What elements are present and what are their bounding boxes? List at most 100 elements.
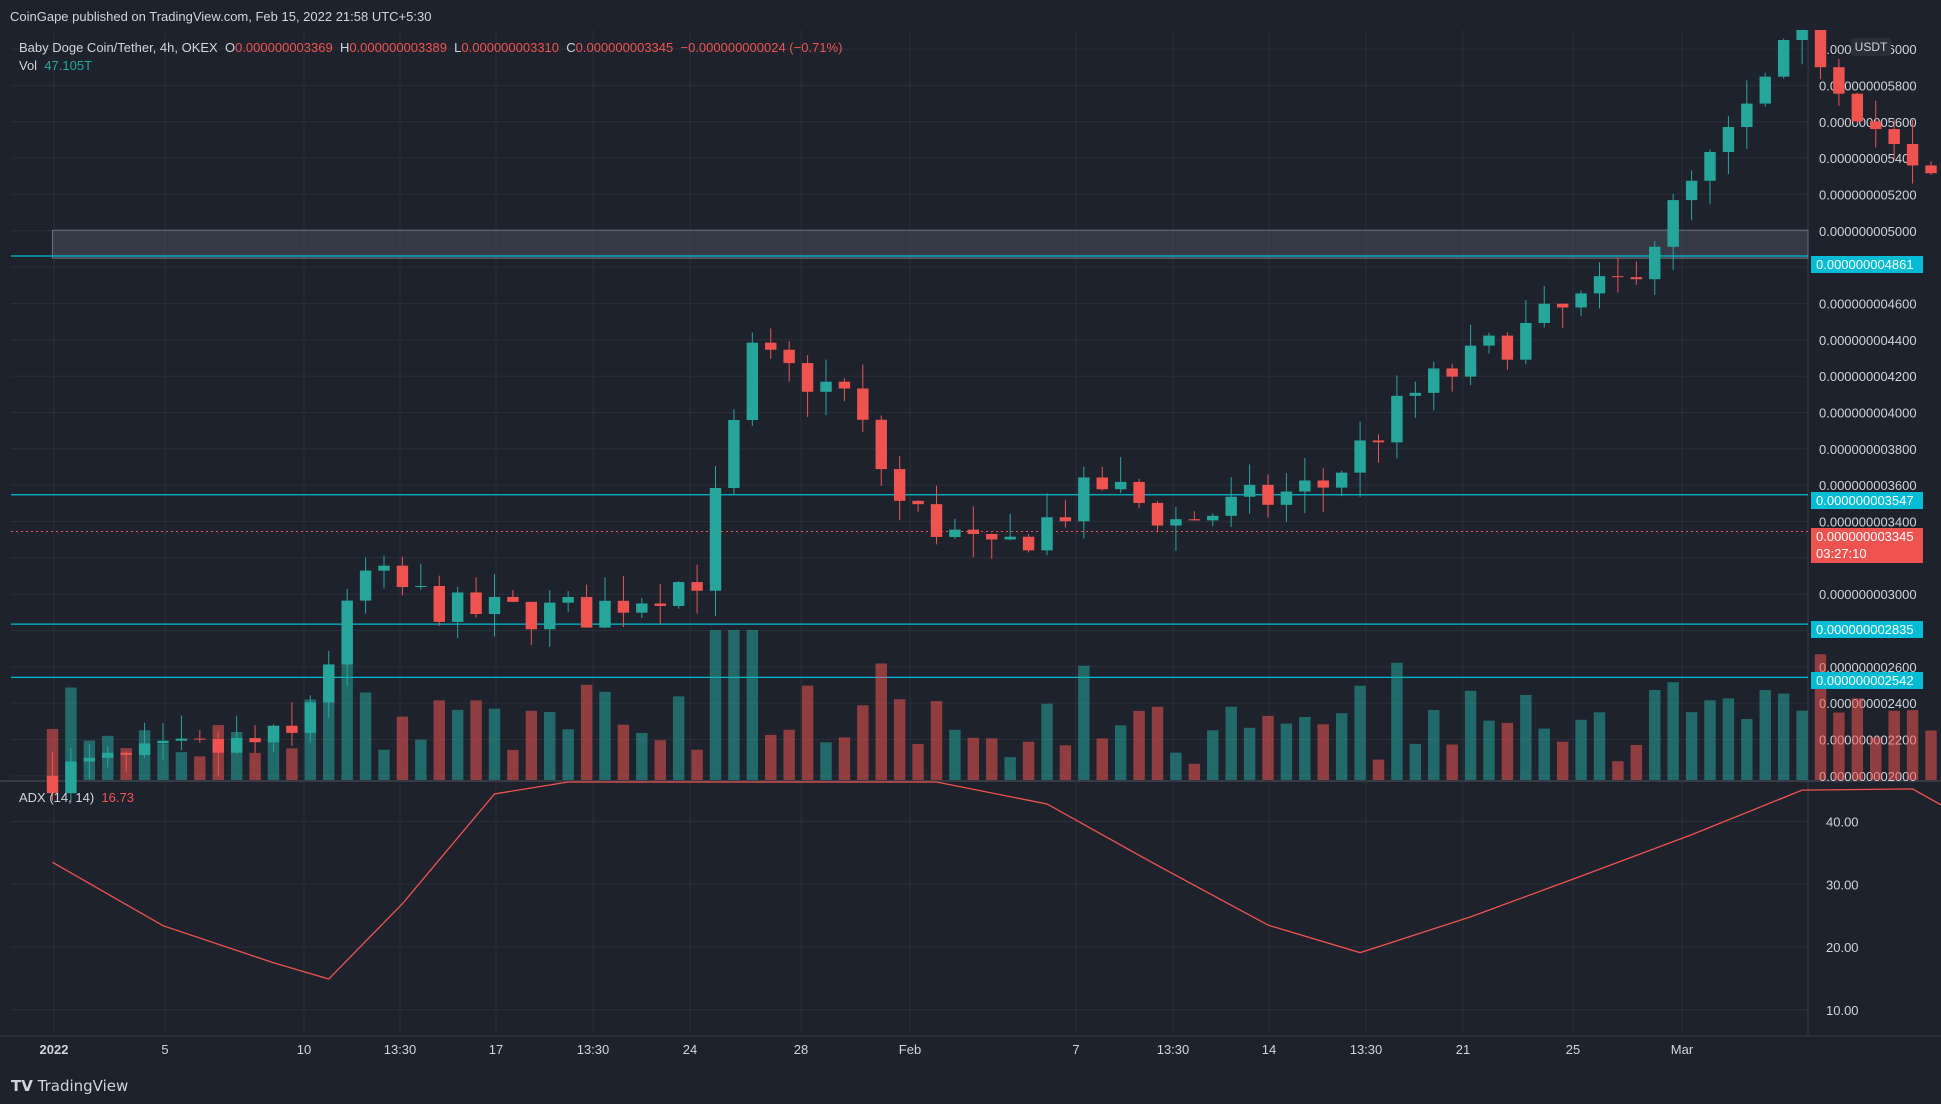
candle-body[interactable] bbox=[1851, 93, 1864, 122]
candle-body[interactable] bbox=[986, 533, 998, 540]
candle-body[interactable] bbox=[1280, 491, 1293, 505]
candle-body[interactable] bbox=[820, 381, 832, 392]
candle-body[interactable] bbox=[1925, 165, 1937, 174]
supply-zone[interactable] bbox=[52, 229, 1809, 259]
candle-body[interactable] bbox=[728, 420, 740, 488]
candle-body[interactable] bbox=[1593, 276, 1606, 294]
adx-line[interactable] bbox=[52, 781, 1941, 1004]
candle-body[interactable] bbox=[433, 585, 445, 622]
candle-body[interactable] bbox=[1133, 481, 1145, 503]
candle-body[interactable] bbox=[1207, 515, 1219, 521]
candle-body[interactable] bbox=[1888, 129, 1900, 145]
candle-body[interactable] bbox=[765, 342, 777, 350]
candle-body[interactable] bbox=[1151, 502, 1164, 526]
candle-body[interactable] bbox=[1833, 67, 1845, 94]
candle-body[interactable] bbox=[1059, 517, 1072, 522]
candle-body[interactable] bbox=[157, 740, 169, 744]
candle-body[interactable] bbox=[1777, 39, 1790, 77]
candle-body[interactable] bbox=[838, 381, 851, 389]
candle-body[interactable] bbox=[1446, 368, 1458, 377]
candle-body[interactable] bbox=[1814, 13, 1827, 68]
candle-body[interactable] bbox=[175, 738, 188, 741]
candle-body[interactable] bbox=[617, 600, 630, 613]
candle-body[interactable] bbox=[1741, 103, 1753, 128]
candle-body[interactable] bbox=[801, 363, 814, 392]
candle-body[interactable] bbox=[249, 738, 261, 743]
candle-body[interactable] bbox=[1188, 519, 1201, 521]
candle-body[interactable] bbox=[451, 592, 464, 622]
volume-label[interactable]: Vol bbox=[19, 58, 38, 73]
candle-body[interactable] bbox=[1722, 127, 1735, 152]
candle-body[interactable] bbox=[636, 603, 648, 613]
candle-body[interactable] bbox=[1520, 322, 1532, 360]
candle-body[interactable] bbox=[580, 597, 593, 628]
candle-body[interactable] bbox=[1685, 180, 1698, 201]
candle-body[interactable] bbox=[1409, 392, 1422, 396]
candle-body[interactable] bbox=[396, 565, 409, 588]
candle-body[interactable] bbox=[488, 596, 501, 615]
candle-body[interactable] bbox=[562, 597, 574, 603]
candle-body[interactable] bbox=[1538, 303, 1550, 323]
candle-body[interactable] bbox=[783, 349, 795, 364]
candle-body[interactable] bbox=[746, 342, 759, 421]
candle-body[interactable] bbox=[359, 570, 372, 601]
candle-body[interactable] bbox=[1391, 395, 1403, 443]
candle-body[interactable] bbox=[507, 596, 519, 602]
candle-body[interactable] bbox=[1575, 293, 1587, 308]
symbol-title[interactable]: Baby Doge Coin/Tether, 4h, OKEX bbox=[19, 40, 218, 55]
candle-body[interactable] bbox=[1870, 121, 1882, 130]
candle-body[interactable] bbox=[194, 738, 206, 740]
adx-label[interactable]: ADX (14, 14) bbox=[19, 790, 95, 805]
currency-badge[interactable]: USDT bbox=[1851, 38, 1891, 56]
candle-body[interactable] bbox=[341, 600, 353, 665]
candle-body[interactable] bbox=[1317, 480, 1329, 488]
candle-body[interactable] bbox=[1041, 517, 1053, 551]
candle-body[interactable] bbox=[1759, 76, 1771, 104]
candle-body[interactable] bbox=[1096, 477, 1108, 490]
candle-body[interactable] bbox=[286, 725, 298, 733]
candle-body[interactable] bbox=[1649, 246, 1661, 280]
candle-body[interactable] bbox=[654, 603, 666, 606]
candle-body[interactable] bbox=[544, 602, 556, 630]
candle-body[interactable] bbox=[1704, 151, 1716, 181]
candle-body[interactable] bbox=[1906, 144, 1919, 166]
candle-body[interactable] bbox=[949, 529, 961, 537]
candle-body[interactable] bbox=[46, 775, 59, 794]
candle-body[interactable] bbox=[378, 565, 390, 571]
candle-body[interactable] bbox=[912, 500, 924, 505]
candle-body[interactable] bbox=[930, 504, 943, 537]
candle-body[interactable] bbox=[1335, 472, 1348, 488]
candle-body[interactable] bbox=[875, 419, 887, 470]
candle-body[interactable] bbox=[1667, 200, 1679, 247]
tradingview-logo[interactable]: TV TradingView bbox=[11, 1077, 129, 1095]
candle-body[interactable] bbox=[709, 487, 722, 591]
candle-body[interactable] bbox=[525, 601, 538, 630]
candle-body[interactable] bbox=[323, 664, 335, 703]
candle-body[interactable] bbox=[1299, 480, 1311, 492]
candle-body[interactable] bbox=[1501, 335, 1514, 360]
candle-body[interactable] bbox=[857, 388, 869, 420]
candle-body[interactable] bbox=[691, 582, 703, 591]
candle-body[interactable] bbox=[1464, 345, 1477, 377]
candle-body[interactable] bbox=[1354, 440, 1366, 473]
candle-body[interactable] bbox=[1114, 481, 1127, 490]
candle-body[interactable] bbox=[1262, 484, 1274, 505]
candle-body[interactable] bbox=[599, 600, 611, 628]
candle-body[interactable] bbox=[1170, 519, 1182, 526]
candle-body[interactable] bbox=[1078, 477, 1090, 522]
candle-body[interactable] bbox=[672, 582, 685, 606]
candle-body[interactable] bbox=[1243, 484, 1256, 497]
candle-body[interactable] bbox=[893, 469, 906, 501]
candle-body[interactable] bbox=[1612, 276, 1624, 278]
candle-body[interactable] bbox=[1483, 335, 1495, 346]
candle-body[interactable] bbox=[1022, 536, 1035, 551]
candle-body[interactable] bbox=[1630, 277, 1643, 280]
candle-body[interactable] bbox=[1004, 536, 1016, 540]
candle-body[interactable] bbox=[1556, 303, 1569, 308]
candle-body[interactable] bbox=[1225, 496, 1237, 516]
candle-body[interactable] bbox=[1428, 368, 1440, 393]
candle-body[interactable] bbox=[1372, 440, 1385, 443]
candle-body[interactable] bbox=[967, 529, 980, 534]
candle-body[interactable] bbox=[470, 592, 482, 615]
